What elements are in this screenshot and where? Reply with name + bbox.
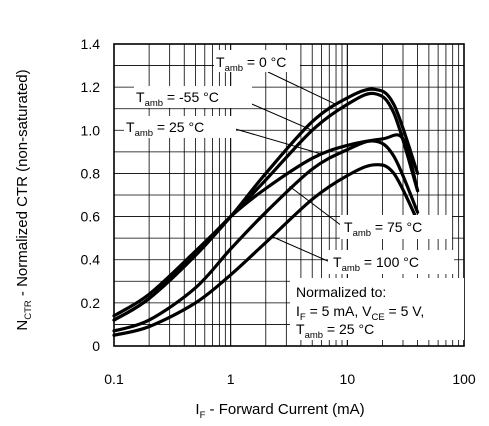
y-tick-label: 0.4 — [81, 252, 101, 268]
series-line-t75 — [112, 139, 420, 333]
leader-t75 — [289, 185, 343, 227]
x-tick-label: 10 — [340, 371, 356, 387]
leader-t25 — [231, 127, 322, 155]
normalization-note: Normalized to: IF = 5 mA, VCE = 5 V, Tam… — [290, 278, 464, 341]
curve-label-t0: Tamb = 0 °C — [214, 50, 300, 74]
normalization-note-line2: IF = 5 mA, VCE = 5 V, — [296, 303, 424, 323]
y-tick-label: 1.4 — [81, 36, 101, 52]
series-line-tm55 — [112, 91, 420, 318]
curve-label-tm55-text: Tamb = -55 °C — [136, 89, 219, 109]
curve-label-t75: Tamb = 75 °C — [340, 215, 452, 239]
label-leaders — [231, 71, 343, 263]
x-tick-label: 1 — [227, 371, 235, 387]
y-tick-label: 1.0 — [81, 122, 101, 138]
normalization-note-line3: Tamb = 25 °C — [296, 321, 374, 341]
curve-label-t25-bg — [124, 116, 236, 138]
curves — [112, 87, 420, 337]
curve-label-t75-bg — [340, 215, 452, 239]
x-tick-label: 100 — [452, 371, 476, 387]
tick-labels: 0.1 1 10 100 0 0.2 0.4 0.6 0.8 1.0 1.2 1.4 — [81, 36, 476, 387]
curve-label-t75-text: Tamb = 75 °C — [344, 219, 422, 239]
curve-label-t25-text: Tamb = 25 °C — [126, 119, 204, 139]
y-tick-label: 0.8 — [81, 165, 101, 181]
curve-label-t100-text: Tamb = 100 °C — [333, 254, 419, 274]
leader-t0 — [267, 71, 337, 105]
normalization-note-line1: Normalized to: — [296, 284, 386, 300]
leader-t100 — [270, 235, 331, 263]
y-tick-label: 1.2 — [81, 79, 101, 95]
y-tick-label: 0 — [92, 338, 100, 354]
plot-frame — [113, 43, 465, 347]
series-line-t25 — [112, 133, 420, 322]
curve-label-t100: Tamb = 100 °C — [328, 250, 454, 274]
curve-label-tm55: Tamb = -55 °C — [134, 86, 252, 109]
y-tick-label: 0.6 — [81, 209, 101, 225]
x-tick-label: 0.1 — [104, 371, 124, 387]
y-tick-label: 0.2 — [81, 295, 101, 311]
curve-label-t0-text: Tamb = 0 °C — [216, 54, 286, 74]
normalization-note-bg — [290, 278, 464, 340]
curve-label-t0-bg — [214, 50, 300, 72]
curve-label-t25: Tamb = 25 °C — [124, 116, 236, 139]
curve-label-tm55-bg — [134, 86, 252, 108]
curve-label-t100-bg — [328, 250, 454, 274]
y-axis-title: NCTR - Normalized CTR (non-saturated) — [14, 69, 34, 330]
series-line-t100 — [112, 163, 420, 337]
x-axis-title: IF - Forward Current (mA) — [195, 401, 364, 421]
